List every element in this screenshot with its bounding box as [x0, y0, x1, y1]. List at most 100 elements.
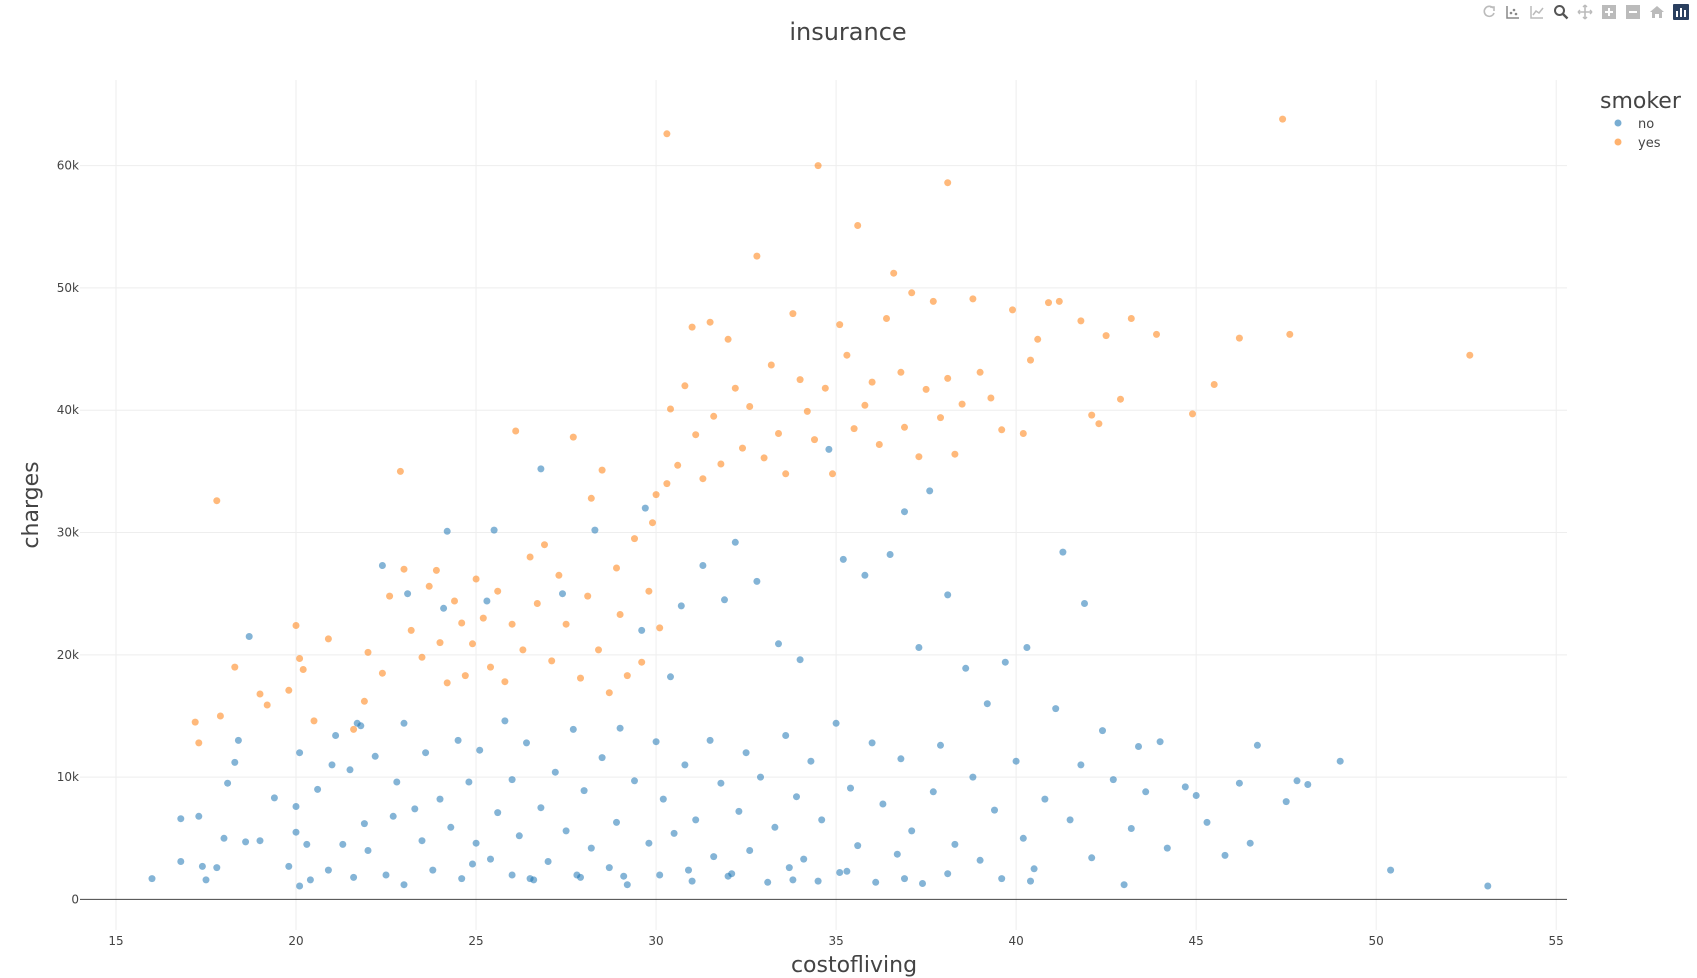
scatter-point-yes[interactable]	[1286, 330, 1294, 338]
scatter-point-yes[interactable]	[688, 323, 696, 331]
scatter-point-yes[interactable]	[263, 701, 271, 709]
scatter-point-yes[interactable]	[681, 382, 689, 390]
scatter-point-no[interactable]	[681, 761, 689, 769]
scatter-point-no[interactable]	[901, 508, 908, 516]
scatter-point-no[interactable]	[418, 837, 426, 845]
scatter-point-no[interactable]	[1120, 881, 1128, 889]
scatter-point-no[interactable]	[944, 870, 952, 878]
scatter-point-yes[interactable]	[1127, 315, 1135, 322]
scatter-point-no[interactable]	[429, 866, 437, 874]
data-points[interactable]	[148, 115, 1492, 890]
scatter-point-no[interactable]	[270, 794, 278, 802]
scatter-point-no[interactable]	[814, 877, 822, 885]
scatter-point-yes[interactable]	[775, 430, 782, 437]
scatter-point-no[interactable]	[861, 571, 869, 579]
scatter-point-yes[interactable]	[854, 222, 862, 229]
scatter-point-no[interactable]	[559, 590, 566, 598]
scatter-point-yes[interactable]	[299, 666, 307, 673]
scatter-point-no[interactable]	[234, 736, 242, 744]
scatter-point-no[interactable]	[800, 855, 808, 863]
scatter-point-yes[interactable]	[760, 454, 768, 462]
scatter-point-yes[interactable]	[746, 403, 754, 410]
scatter-point-yes[interactable]	[1045, 299, 1052, 307]
scatter-point-no[interactable]	[746, 847, 754, 854]
scatter-point-yes[interactable]	[555, 571, 563, 579]
scatter-point-yes[interactable]	[717, 460, 725, 468]
scatter-point-no[interactable]	[411, 805, 419, 813]
scatter-point-yes[interactable]	[663, 480, 671, 488]
scatter-point-no[interactable]	[353, 719, 361, 727]
scatter-point-no[interactable]	[447, 823, 455, 831]
scatter-point-yes[interactable]	[494, 587, 502, 595]
scatter-point-yes[interactable]	[569, 433, 577, 441]
scatter-point-no[interactable]	[458, 875, 466, 883]
scatter-point-no[interactable]	[476, 746, 484, 754]
scatter-point-no[interactable]	[544, 858, 552, 865]
scatter-point-yes[interactable]	[1235, 334, 1243, 342]
scatter-point-no[interactable]	[490, 526, 498, 534]
scatter-point-no[interactable]	[969, 773, 977, 781]
scatter-point-yes[interactable]	[958, 400, 966, 408]
scatter-point-yes[interactable]	[821, 384, 829, 392]
scatter-point-no[interactable]	[598, 754, 606, 762]
scatter-point-yes[interactable]	[753, 252, 761, 260]
scatter-point-no[interactable]	[962, 664, 970, 672]
scatter-point-no[interactable]	[501, 717, 509, 725]
scatter-point-yes[interactable]	[1009, 306, 1016, 314]
scatter-point-yes[interactable]	[472, 575, 480, 583]
scatter-point-no[interactable]	[303, 840, 311, 848]
scatter-point-yes[interactable]	[739, 444, 746, 452]
scatter-point-no[interactable]	[775, 640, 782, 648]
scatter-point-yes[interactable]	[829, 470, 836, 478]
scatter-point-no[interactable]	[785, 864, 793, 872]
scatter-point-yes[interactable]	[1189, 410, 1196, 418]
scatter-point-no[interactable]	[699, 562, 707, 569]
scatter-point-no[interactable]	[371, 752, 379, 760]
scatter-point-no[interactable]	[440, 604, 448, 612]
zoom-in-button[interactable]	[1599, 2, 1619, 22]
scatter-point-no[interactable]	[378, 562, 386, 569]
scatter-point-yes[interactable]	[811, 436, 818, 444]
scatter-point-no[interactable]	[231, 758, 239, 766]
scatter-point-yes[interactable]	[407, 626, 415, 634]
scatter-point-yes[interactable]	[645, 587, 653, 595]
scatter-point-yes[interactable]	[843, 351, 851, 359]
scatter-point-no[interactable]	[1203, 818, 1211, 826]
scatter-point-no[interactable]	[1023, 644, 1031, 651]
scatter-point-no[interactable]	[1135, 743, 1142, 750]
scatter-point-yes[interactable]	[487, 663, 494, 671]
scatter-point-no[interactable]	[177, 858, 185, 865]
scatter-point-no[interactable]	[224, 779, 232, 787]
scatter-point-yes[interactable]	[969, 295, 977, 303]
scatter-point-no[interactable]	[443, 527, 451, 535]
scatter-point-no[interactable]	[1041, 795, 1049, 803]
scatter-point-no[interactable]	[220, 834, 228, 842]
scatter-point-no[interactable]	[1019, 834, 1027, 842]
scatter-point-yes[interactable]	[663, 130, 671, 138]
scatter-point-no[interactable]	[515, 832, 523, 840]
scatter-point-no[interactable]	[562, 827, 570, 835]
scatter-point-no[interactable]	[360, 820, 368, 828]
scatter-point-yes[interactable]	[1077, 317, 1085, 325]
scatter-point-yes[interactable]	[292, 622, 300, 629]
scatter-point-no[interactable]	[879, 800, 887, 808]
scatter-point-no[interactable]	[929, 788, 937, 796]
scatter-point-no[interactable]	[692, 816, 700, 824]
scatter-point-no[interactable]	[685, 866, 692, 874]
scatter-point-yes[interactable]	[216, 712, 224, 720]
scatter-point-no[interactable]	[623, 881, 631, 889]
scatter-point-no[interactable]	[400, 719, 408, 727]
scatter-point-no[interactable]	[638, 626, 646, 634]
scatter-point-no[interactable]	[256, 837, 264, 845]
scatter-point-no[interactable]	[677, 602, 685, 610]
scatter-point-yes[interactable]	[908, 289, 916, 297]
scatter-point-yes[interactable]	[1117, 395, 1124, 403]
scatter-point-no[interactable]	[764, 878, 772, 886]
scatter-point-yes[interactable]	[987, 394, 995, 402]
scatter-point-yes[interactable]	[479, 614, 487, 622]
scatter-point-no[interactable]	[854, 842, 862, 850]
scatter-point-no[interactable]	[908, 827, 916, 835]
scatter-point-yes[interactable]	[364, 648, 372, 656]
scatter-point-yes[interactable]	[667, 405, 674, 413]
scatter-point-no[interactable]	[807, 757, 815, 765]
